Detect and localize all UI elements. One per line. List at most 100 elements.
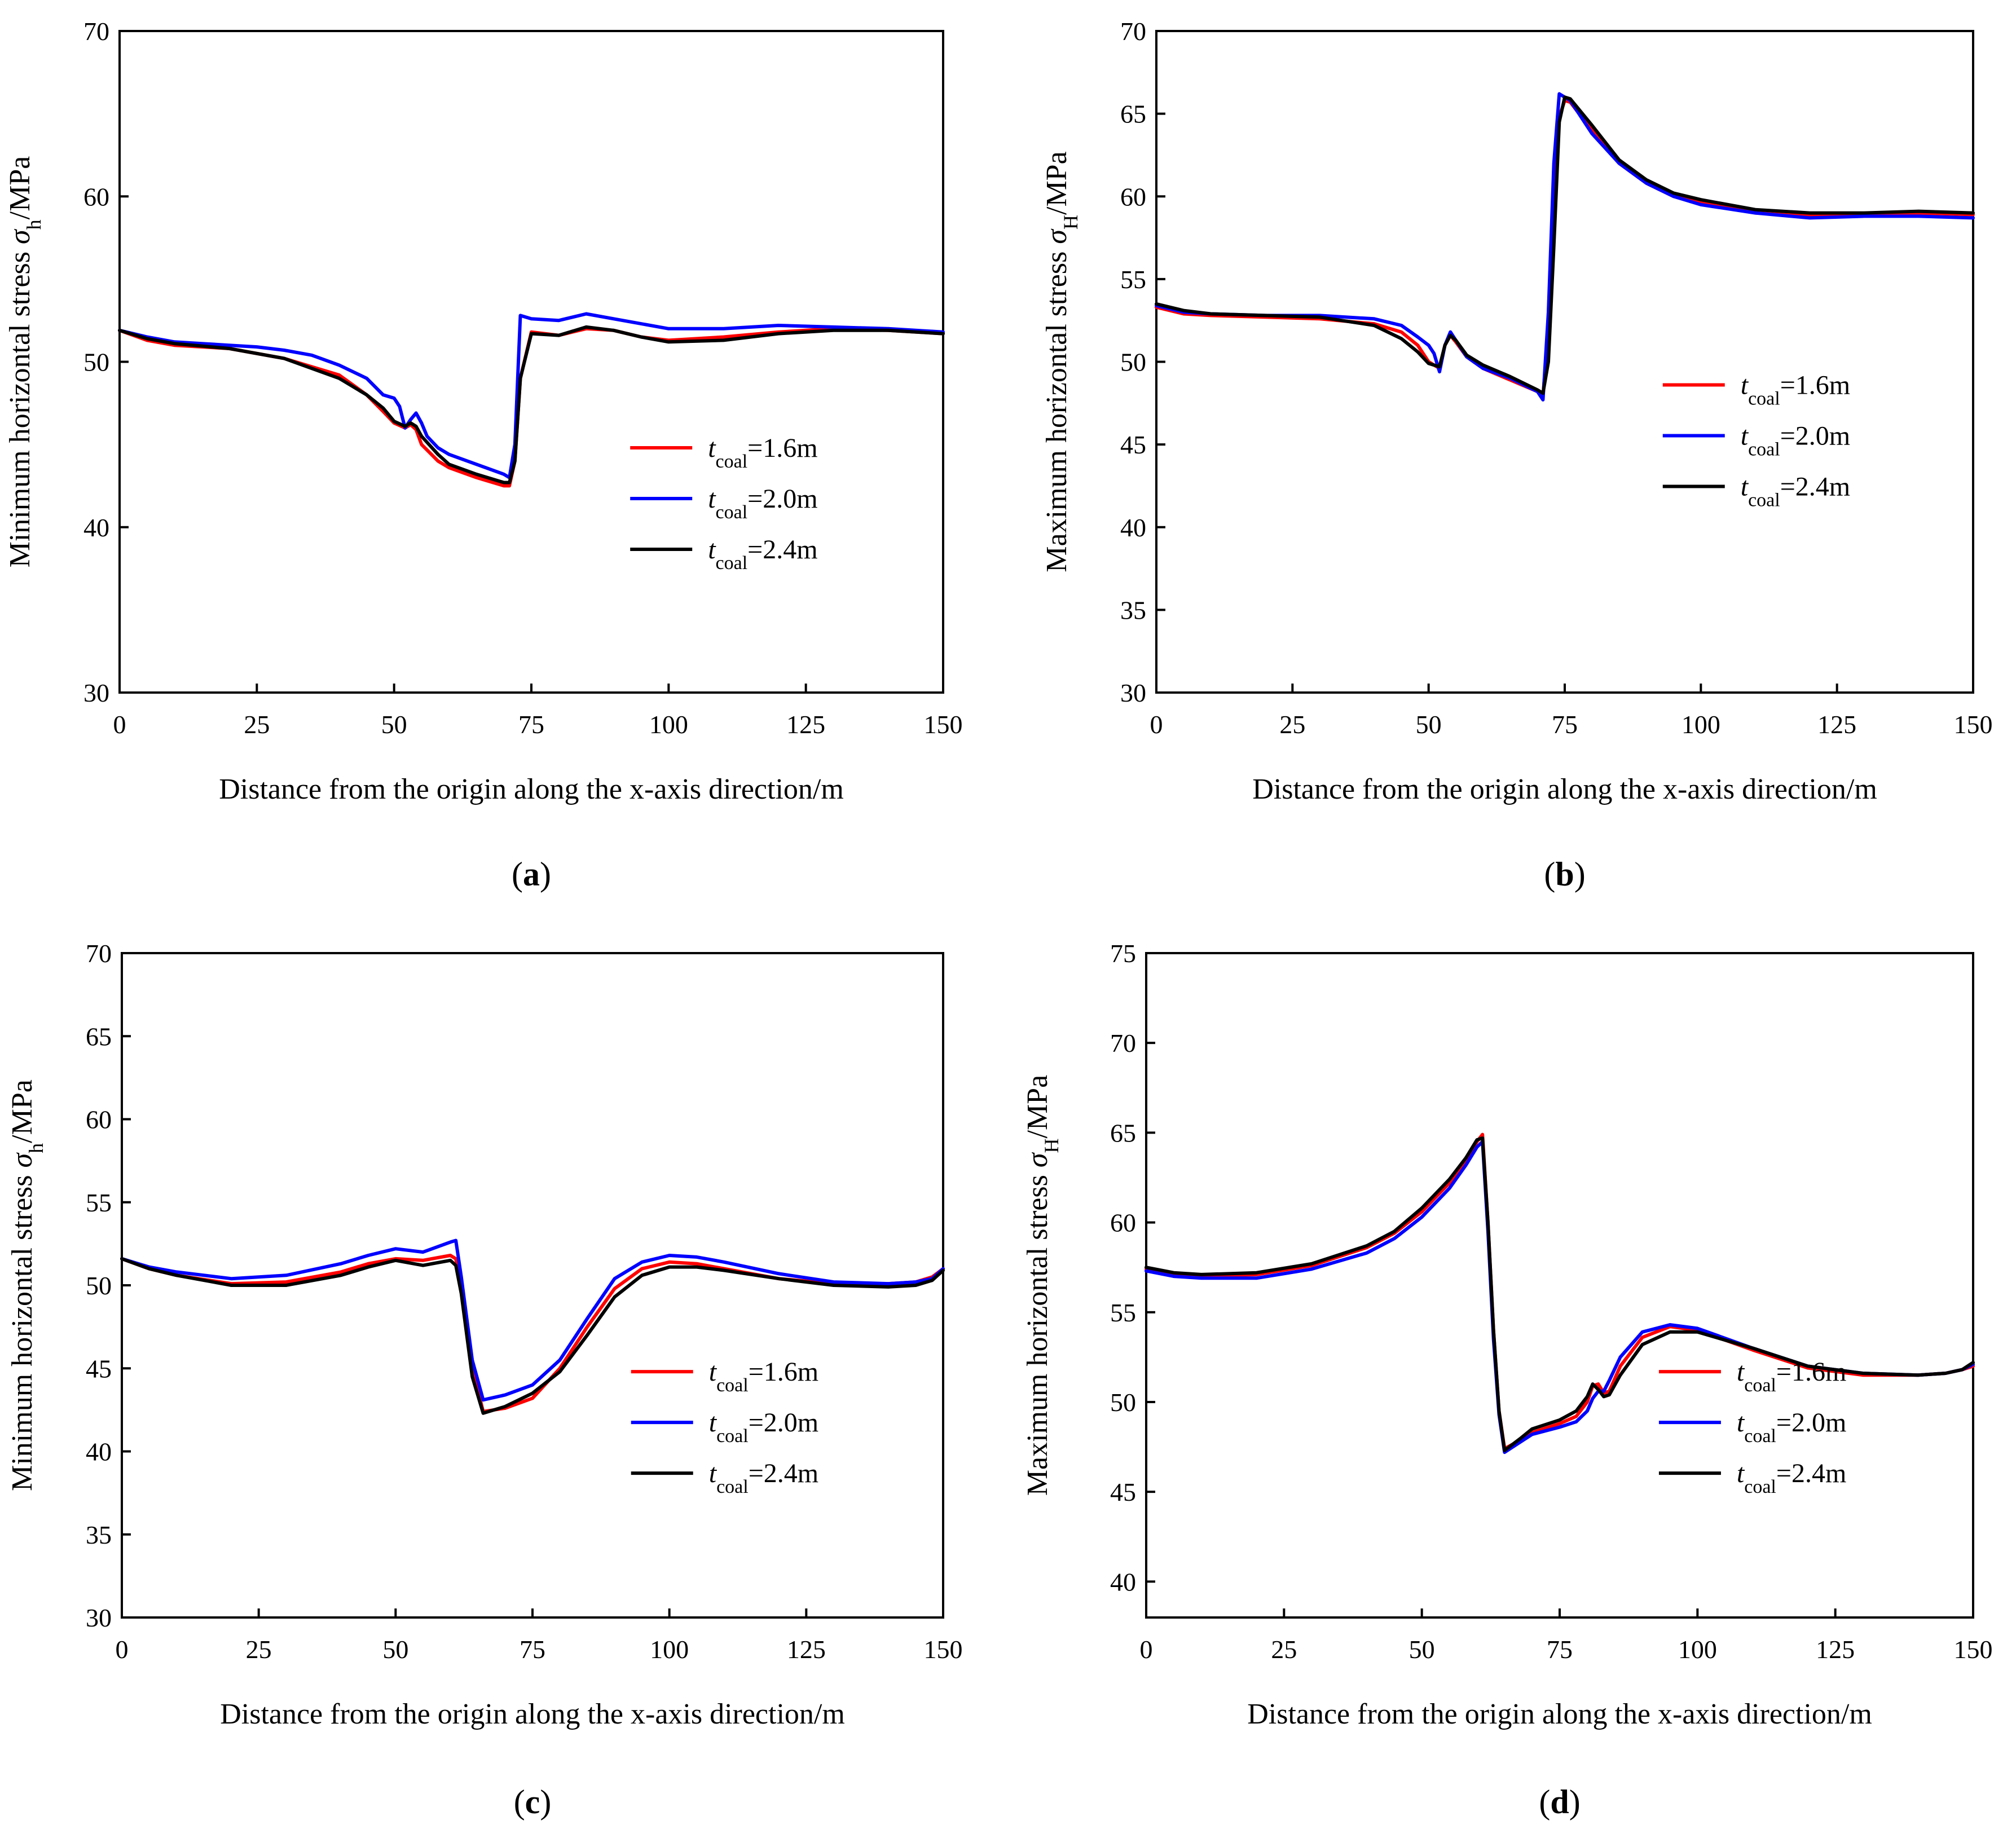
x-tick-label: 125 <box>787 1635 826 1664</box>
x-axis-label: Distance from the origin along the x-axi… <box>219 773 844 805</box>
x-tick-label: 125 <box>1817 710 1856 739</box>
y-tick-label: 45 <box>1120 430 1146 459</box>
legend-label-value: =2.0m <box>1780 421 1850 451</box>
legend-label-value: =1.6m <box>1776 1357 1846 1387</box>
panel-caption-letter: b <box>1555 856 1574 893</box>
panel-caption-open: ( <box>514 1783 525 1821</box>
legend-label: tcoal=1.6m <box>1741 371 1850 409</box>
y-tick-label: 70 <box>83 17 109 46</box>
legend-label-symbol: t <box>709 1357 718 1387</box>
x-tick-label: 0 <box>116 1635 129 1664</box>
x-tick-label: 100 <box>1678 1635 1717 1664</box>
legend-label: tcoal=1.6m <box>1737 1357 1846 1396</box>
y-tick-label: 60 <box>86 1105 112 1134</box>
legend-label: tcoal=2.4m <box>708 535 817 574</box>
legend-label-subscript: coal <box>1748 490 1780 510</box>
x-tick-label: 125 <box>786 710 825 739</box>
x-tick-label: 25 <box>244 710 270 739</box>
legend-label: tcoal=1.6m <box>709 1357 818 1396</box>
legend-label-value: =2.0m <box>747 484 817 514</box>
y-axis-label-symbol: σ <box>1022 1152 1054 1167</box>
x-tick-label: 50 <box>381 710 407 739</box>
legend-label-value: =2.4m <box>1776 1458 1846 1488</box>
legend-label-subscript: coal <box>716 1375 749 1396</box>
x-tick-label: 75 <box>1547 1635 1573 1664</box>
legend-label-symbol: t <box>709 1458 718 1488</box>
series-line-1 <box>1155 99 1975 399</box>
y-tick-label: 60 <box>1110 1209 1136 1237</box>
x-tick-label: 100 <box>650 1635 689 1664</box>
x-tick-label: 0 <box>1150 710 1163 739</box>
x-axis-label: Distance from the origin along the x-axi… <box>1247 1698 1872 1730</box>
x-tick-label: 100 <box>1682 710 1720 739</box>
y-axis-label-unit: /MPa <box>1041 151 1073 215</box>
y-axis-label-symbol: σ <box>1041 228 1073 244</box>
panel-caption-open: ( <box>1544 856 1555 893</box>
y-tick-label: 65 <box>86 1022 112 1051</box>
legend-label-symbol: t <box>1741 472 1749 502</box>
y-axis-label-unit: /MPa <box>1022 1075 1054 1139</box>
legend-label-value: =2.4m <box>1780 472 1850 502</box>
legend-label: tcoal=2.0m <box>708 484 817 523</box>
y-tick-label: 70 <box>1120 17 1146 46</box>
y-tick-label: 35 <box>86 1520 112 1549</box>
legend-label-subscript: coal <box>716 1476 749 1497</box>
panel-d: 0 25 50 75 100 125 150 40 45 50 55 60 65 70 75 Distance… <box>1022 939 1993 1821</box>
plot-frame <box>118 30 944 694</box>
y-tick-label: 40 <box>83 513 109 542</box>
panel-c: 0 25 50 75 100 125 150 30 35 40 45 50 55 60 65 70 Distan… <box>6 939 963 1821</box>
panel-caption-letter: d <box>1550 1783 1569 1821</box>
panel-caption: (b) <box>1544 856 1585 893</box>
y-tick-label: 60 <box>83 182 109 211</box>
x-tick-label: 150 <box>1954 710 1993 739</box>
y-tick-label: 55 <box>1120 265 1146 294</box>
legend-label-subscript: coal <box>716 451 748 471</box>
panel-caption: (d) <box>1539 1783 1580 1821</box>
legend-label-symbol: t <box>1737 1458 1745 1488</box>
panel-caption: (c) <box>514 1783 552 1821</box>
y-tick-label: 55 <box>86 1188 112 1217</box>
series-line-3 <box>1155 95 1975 395</box>
legend-label-symbol: t <box>708 535 716 565</box>
series-line-3 <box>120 1257 945 1415</box>
y-tick-label: 30 <box>83 678 109 707</box>
series-line-2 <box>1155 92 1975 402</box>
x-tick-label: 150 <box>924 1635 963 1664</box>
panel-caption: (a) <box>512 856 551 893</box>
legend-label-symbol: t <box>1737 1357 1745 1387</box>
y-tick-label: 30 <box>86 1603 112 1632</box>
panel-caption-open: ( <box>512 856 523 893</box>
x-tick-label: 50 <box>1416 710 1442 739</box>
legend-label: tcoal=2.4m <box>709 1458 818 1497</box>
panel-caption-close: ) <box>540 1783 551 1821</box>
legend-label-value: =2.0m <box>1776 1408 1846 1438</box>
y-axis-label: Maximum horizontal stress σH/MPa <box>1041 151 1082 572</box>
y-tick-label: 55 <box>1110 1298 1136 1327</box>
y-axis-label-subscript: h <box>25 1143 47 1153</box>
series-line-2 <box>120 1238 945 1402</box>
legend-label: tcoal=2.0m <box>1737 1408 1846 1447</box>
legend-label-subscript: coal <box>1744 1476 1776 1497</box>
legend-label-symbol: t <box>708 433 716 463</box>
y-tick-label: 45 <box>86 1354 112 1383</box>
y-axis-label-text: Minimum horizontal stress <box>6 1167 38 1491</box>
legend-label-value: =2.4m <box>749 1458 818 1488</box>
legend-label: tcoal=2.0m <box>1741 421 1850 460</box>
panel-caption-letter: a <box>523 856 540 893</box>
x-axis-label: Distance from the origin along the x-axi… <box>1252 773 1877 805</box>
y-axis-label-subscript: H <box>1040 1139 1063 1153</box>
series-line-1 <box>1145 1132 1975 1451</box>
legend-label-subscript: coal <box>716 1426 749 1447</box>
x-tick-label: 75 <box>1552 710 1578 739</box>
y-axis-label-unit: /MPa <box>6 1079 38 1143</box>
y-axis-label: Minimum horizontal stress σh/MPa <box>4 156 45 568</box>
x-tick-label: 50 <box>382 1635 408 1664</box>
panel-caption-letter: c <box>525 1783 540 1821</box>
legend-label: tcoal=2.4m <box>1741 472 1850 511</box>
y-axis-label-unit: /MPa <box>4 156 36 220</box>
panel-caption-close: ) <box>540 856 551 893</box>
